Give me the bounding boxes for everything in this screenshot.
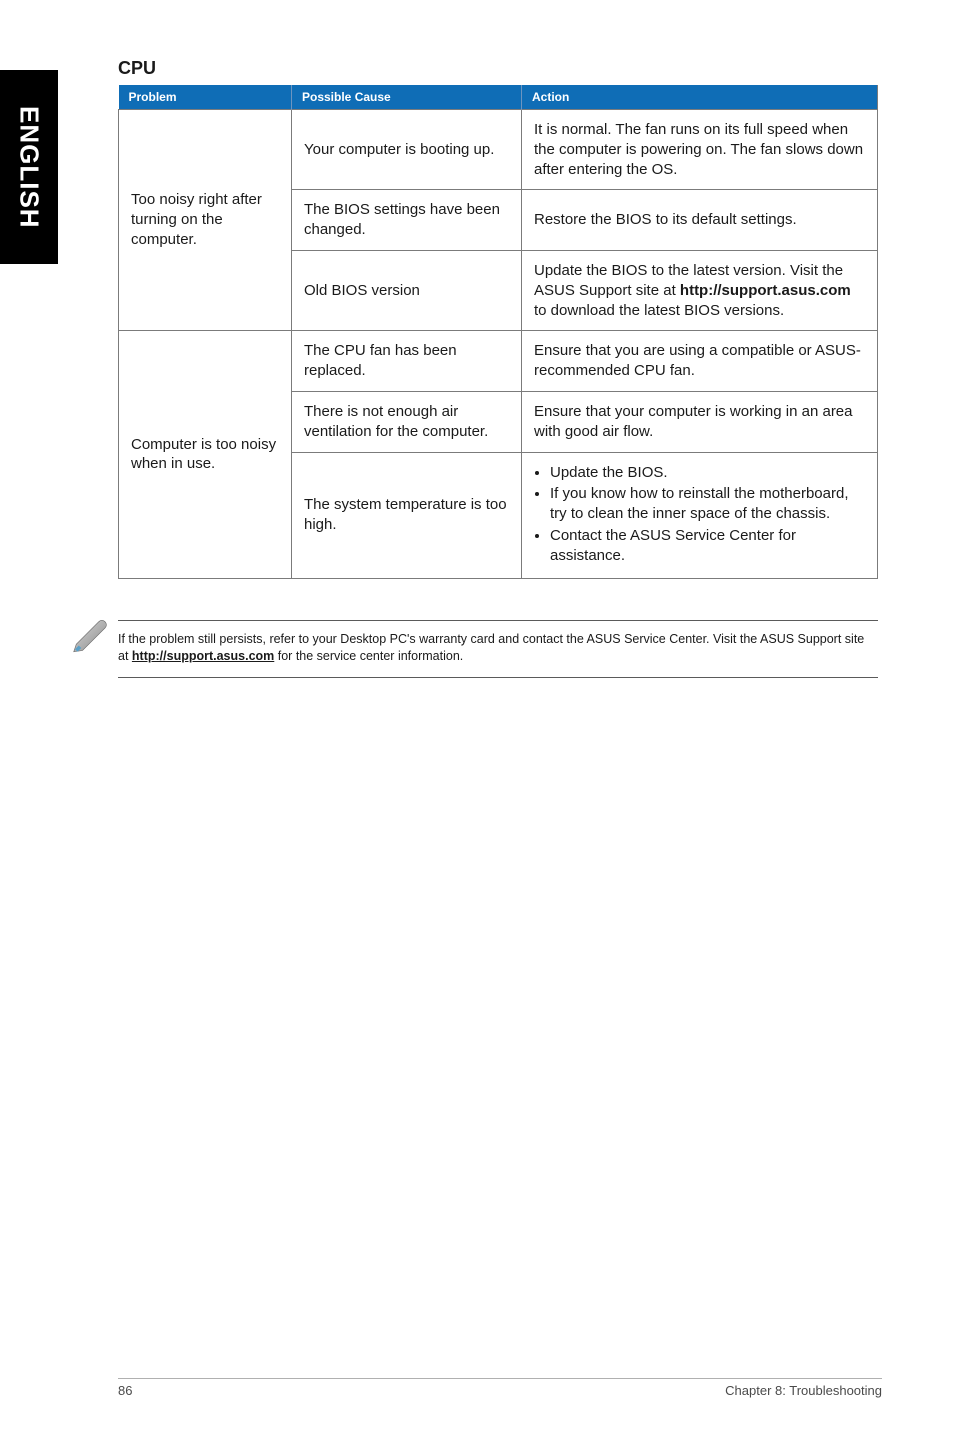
cell-cause: There is not enough air ventilation for …: [292, 391, 522, 452]
language-tab-label: ENGLISH: [14, 106, 45, 229]
main-content: CPU Problem Possible Cause Action Too no…: [118, 58, 878, 579]
note-icon: [70, 613, 118, 658]
cell-action: Ensure that your computer is working in …: [522, 391, 878, 452]
th-cause: Possible Cause: [292, 85, 522, 110]
cell-action: Update the BIOS to the latest version. V…: [522, 250, 878, 330]
language-tab: ENGLISH: [0, 70, 58, 264]
cell-cause: The BIOS settings have been changed.: [292, 190, 522, 251]
th-problem: Problem: [119, 85, 292, 110]
page-number: 86: [118, 1383, 132, 1398]
cell-cause: Old BIOS version: [292, 250, 522, 330]
cell-cause: Your computer is booting up.: [292, 110, 522, 190]
troubleshoot-table: Problem Possible Cause Action Too noisy …: [118, 85, 878, 579]
cell-action: Ensure that you are using a compatible o…: [522, 331, 878, 392]
chapter-label: Chapter 8: Troubleshooting: [725, 1383, 882, 1398]
cell-problem: Computer is too noisy when in use.: [119, 331, 292, 578]
section-heading: CPU: [118, 58, 878, 79]
page-footer: 86 Chapter 8: Troubleshooting: [0, 1378, 954, 1398]
table-row: Too noisy right after turning on the com…: [119, 110, 878, 190]
cell-problem: Too noisy right after turning on the com…: [119, 110, 292, 331]
note-text: If the problem still persists, refer to …: [118, 631, 878, 665]
cell-action: Restore the BIOS to its default settings…: [522, 190, 878, 251]
cell-action: It is normal. The fan runs on its full s…: [522, 110, 878, 190]
cell-cause: The system temperature is too high.: [292, 452, 522, 578]
table-header-row: Problem Possible Cause Action: [119, 85, 878, 110]
note-block: If the problem still persists, refer to …: [118, 620, 878, 678]
th-action: Action: [522, 85, 878, 110]
footer-divider: [118, 1378, 882, 1379]
cell-action: Update the BIOS.If you know how to reins…: [522, 452, 878, 578]
cell-cause: The CPU fan has been replaced.: [292, 331, 522, 392]
table-row: Computer is too noisy when in use. The C…: [119, 331, 878, 392]
